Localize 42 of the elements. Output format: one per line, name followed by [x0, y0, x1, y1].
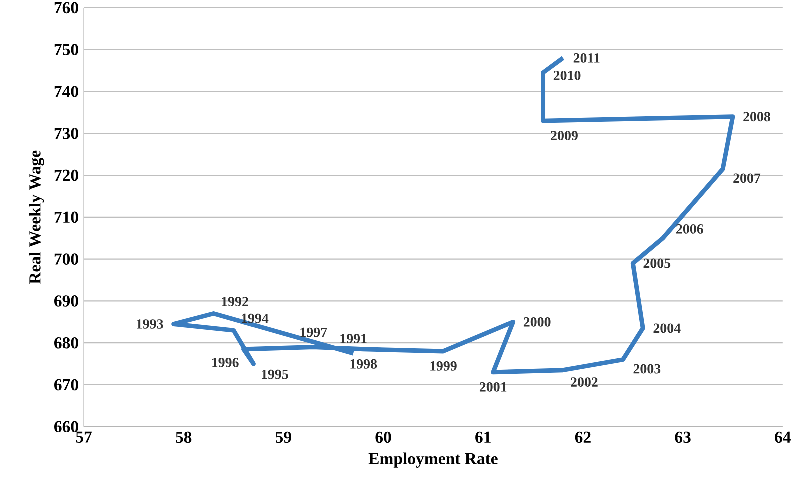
annotation: 2009	[551, 131, 578, 141]
y-tick-label: 720	[54, 170, 78, 182]
annotation: 2007	[734, 174, 761, 184]
annotation: 1992	[222, 297, 248, 307]
y-tick-label: 730	[54, 128, 78, 140]
x-tick-label: 62	[575, 432, 591, 444]
y-tick-label: 760	[54, 2, 78, 14]
annotation: 2000	[524, 318, 551, 327]
y-tick-label: 660	[54, 421, 78, 433]
annotation: 1991	[340, 334, 367, 344]
annotation: 1994	[242, 314, 269, 324]
annotation: 2011	[574, 54, 600, 64]
annotation: 2005	[644, 258, 671, 268]
y-tick-label: 750	[54, 44, 78, 56]
y-tick-label: 700	[54, 254, 78, 266]
x-tick-label: 59	[276, 432, 292, 444]
annotation: 2003	[634, 364, 661, 374]
x-tick-label: 63	[675, 432, 691, 444]
y-tick-label: 670	[54, 379, 78, 391]
annotation: 2006	[676, 224, 704, 234]
y-tick-label: 690	[54, 296, 78, 307]
annotation: 2010	[554, 71, 581, 80]
y-tick-label: 710	[54, 212, 78, 224]
x-tick-label: 61	[476, 432, 491, 444]
x-tick-label: 64	[775, 432, 791, 444]
annotation: 2001	[480, 382, 507, 392]
annotation: 1995	[262, 370, 288, 380]
annotation: 1997	[300, 328, 328, 338]
annotation: 1999	[430, 362, 457, 371]
x-tick-label: 60	[376, 432, 392, 444]
x-axis-title: Employment Rate	[368, 452, 498, 468]
annotation: 1998	[350, 360, 378, 369]
x-tick-label: 58	[176, 432, 192, 444]
y-tick-label: 740	[54, 86, 78, 98]
annotation: 1996	[212, 358, 239, 368]
annotation: 1993	[137, 320, 164, 330]
y-tick-label: 680	[54, 338, 78, 349]
annotation: 2004	[654, 324, 681, 334]
x-tick-label: 57	[76, 432, 92, 444]
annotation: 2002	[571, 378, 598, 388]
y-axis-title: Real Weekly Wage	[29, 150, 44, 284]
annotation: 2008	[744, 112, 770, 122]
